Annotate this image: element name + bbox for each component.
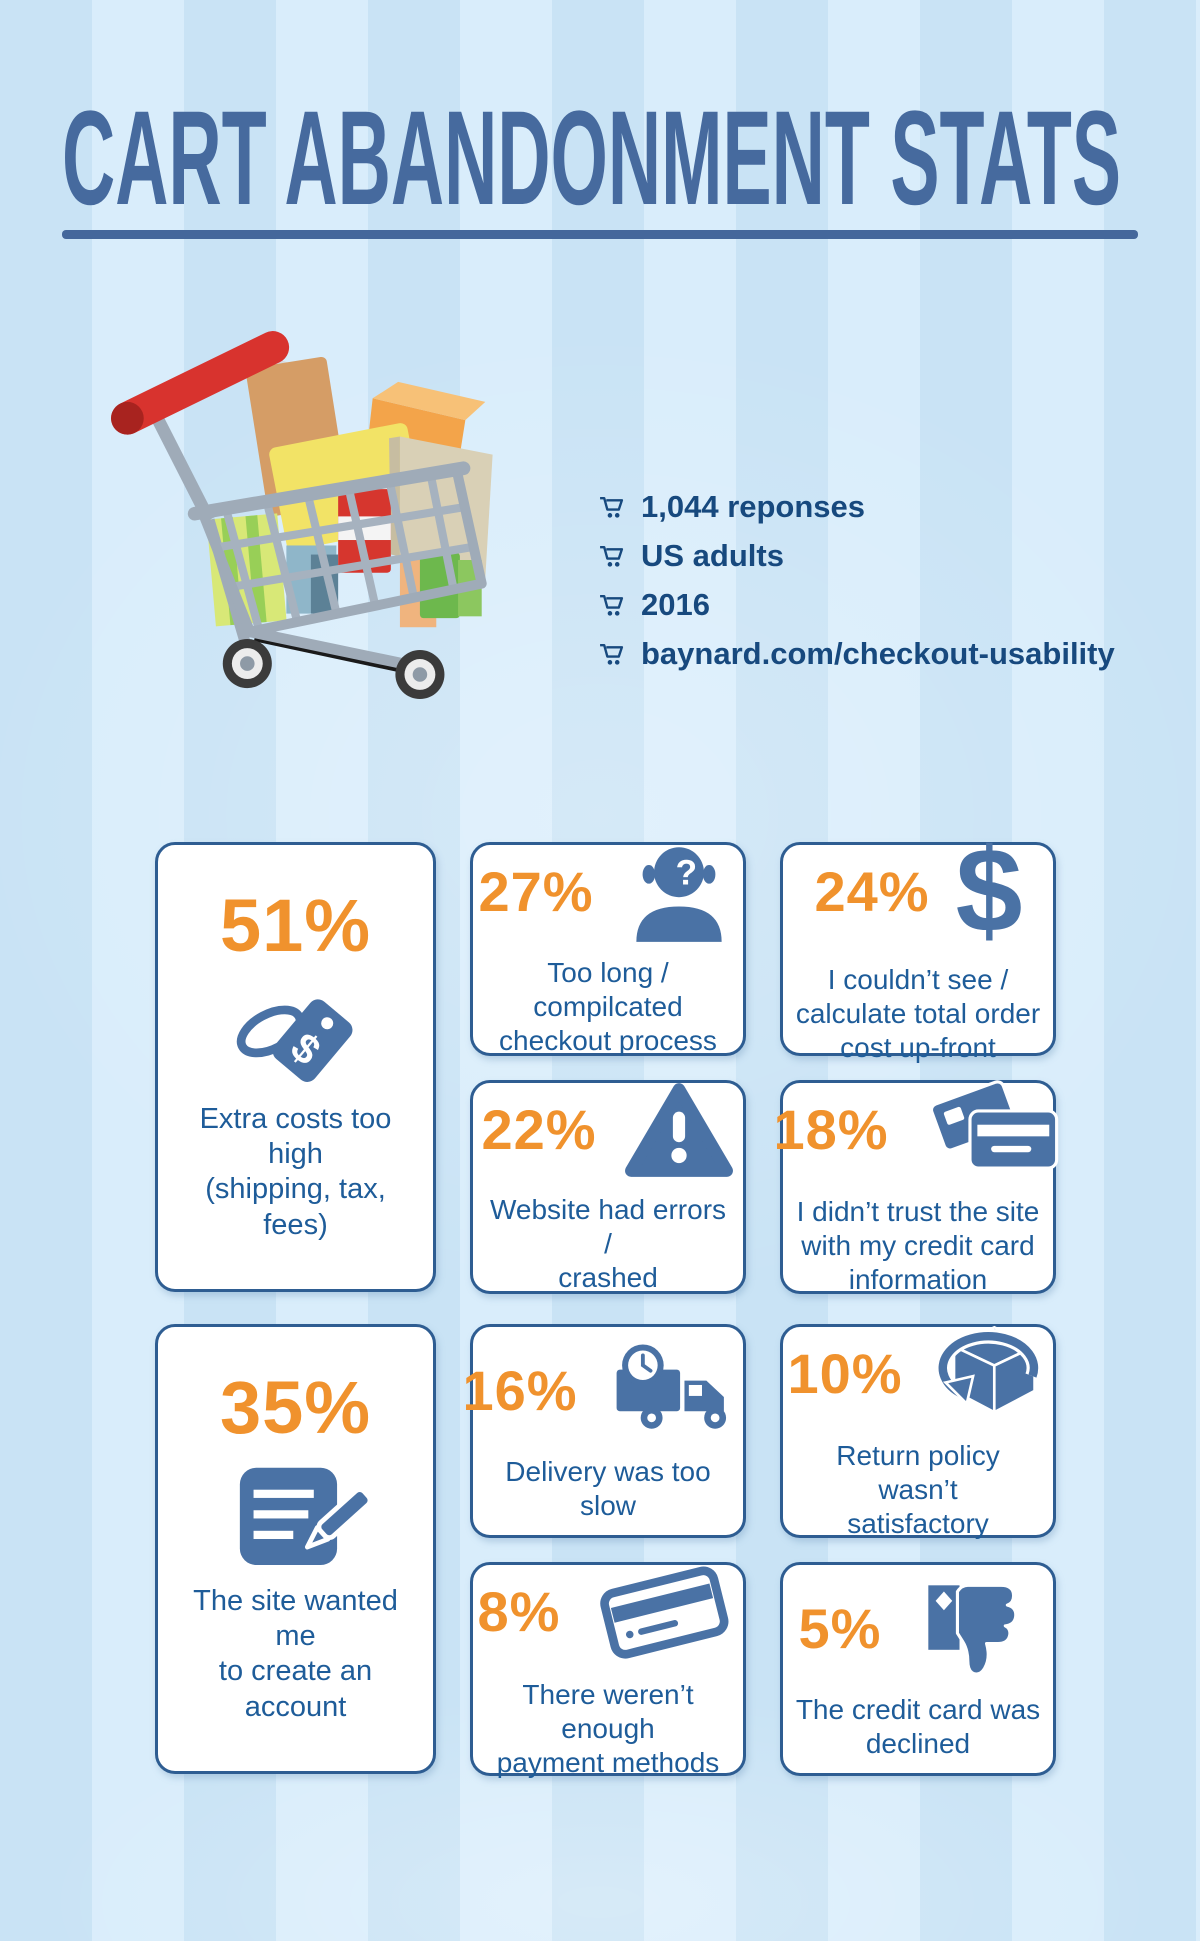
stat-percent: 22% <box>481 1098 597 1162</box>
thumbs-down-icon <box>928 1583 1018 1676</box>
stat-card-extra-costs: 51% $ Extra costs too high (shipping, ta… <box>155 842 436 1292</box>
stat-card-website-errors: 22% Website had errors / crashed <box>470 1080 746 1294</box>
survey-info-list: 1,044 reponses US adults 2016 baynard.co… <box>598 482 1115 678</box>
stat-percent: 8% <box>477 1580 561 1644</box>
delivery-truck-clock-icon <box>616 1344 726 1429</box>
stat-percent: 10% <box>787 1342 903 1406</box>
stats-grid: 51% $ Extra costs too high (shipping, ta… <box>155 833 1058 1778</box>
survey-info-item: 1,044 reponses <box>598 482 1115 531</box>
page-title: CART ABANDONMENT STATS <box>62 84 1122 233</box>
stat-percent: 16% <box>462 1359 578 1423</box>
page-title-wrap: CART ABANDONMENT STATS <box>62 92 1200 226</box>
stat-percent: 18% <box>773 1098 889 1162</box>
stat-label: I didn’t trust the site with my credit c… <box>796 1195 1040 1296</box>
stat-percent: 24% <box>814 860 930 924</box>
survey-info-text: baynard.com/checkout-usability <box>641 635 1115 671</box>
stat-label: The site wanted me to create an account <box>193 1584 398 1723</box>
stat-label: Website had errors / crashed <box>489 1193 727 1294</box>
stat-label: Delivery was too slow <box>505 1455 711 1521</box>
stat-label: Extra costs too high (shipping, tax, fee… <box>199 1102 392 1241</box>
survey-info-item: baynard.com/checkout-usability <box>598 629 1115 678</box>
cart-bullet-icon <box>600 594 624 616</box>
stat-label: The credit card was declined <box>795 1693 1041 1759</box>
survey-info-item: US adults <box>598 531 1115 580</box>
shopping-cart-illustration <box>111 331 493 700</box>
form-pen-icon <box>239 1467 372 1566</box>
survey-info-text: 2016 <box>641 586 710 622</box>
stat-label: Return policy wasn’t satisfactory <box>836 1439 1000 1540</box>
stat-percent: 5% <box>798 1597 882 1661</box>
survey-info-text: 1,044 reponses <box>641 488 866 524</box>
stat-card-create-account: 35% The site wanted me to create an acco… <box>155 1324 436 1774</box>
stat-card-checkout-process: 27% ? Too long / compilcated checkout pr… <box>470 842 746 1056</box>
return-box-icon <box>934 1325 1041 1415</box>
survey-info-text: US adults <box>641 537 784 573</box>
warning-triangle-icon <box>624 1082 733 1177</box>
stat-card-card-declined: 5% The credit card was declined <box>780 1562 1056 1776</box>
stat-card-return-policy: 10% Return policy wasn’t satisfactory <box>780 1324 1056 1540</box>
credit-card-outline-icon <box>600 1566 729 1659</box>
stat-card-trust-credit-card: 18% I didn’t trust the site with my cred… <box>773 1080 1058 1296</box>
stat-percent: 27% <box>478 860 594 924</box>
price-tag-icon: $ <box>236 999 352 1082</box>
cart-bullet-icon <box>600 545 624 567</box>
stat-percent: 51% <box>219 884 372 967</box>
title-underline <box>62 230 1138 239</box>
cart-bullet-icon <box>600 496 624 518</box>
survey-info-item: 2016 <box>598 580 1115 629</box>
svg-text:?: ? <box>675 853 697 892</box>
stat-label: I couldn’t see / calculate total order c… <box>795 963 1041 1064</box>
stat-card-total-cost: 24% $ I couldn’t see / calculate total o… <box>780 833 1056 1063</box>
stat-percent: 35% <box>219 1366 372 1449</box>
stat-label: Too long / compilcated checkout process <box>499 956 717 1057</box>
credit-cards-icon <box>929 1080 1058 1170</box>
stat-label: There weren’t enough payment methods <box>496 1678 720 1779</box>
stat-card-payment-methods: 8% There weren’t enough payment methods <box>470 1562 746 1778</box>
svg-text:$: $ <box>956 833 1022 951</box>
cart-bullet-icon <box>600 643 624 665</box>
person-question-icon: ? <box>635 847 722 942</box>
dollar-sign-icon: $ <box>956 833 1022 951</box>
stat-card-slow-delivery: 16% Delivery was too slow <box>462 1324 746 1538</box>
